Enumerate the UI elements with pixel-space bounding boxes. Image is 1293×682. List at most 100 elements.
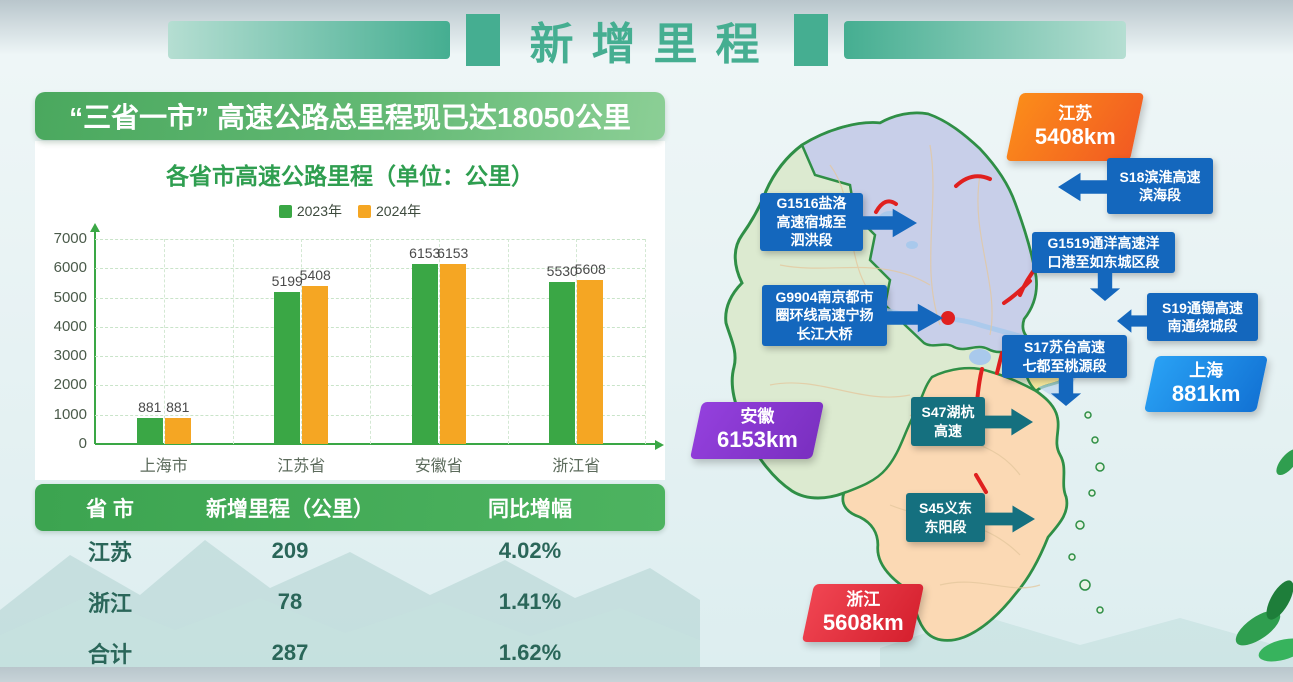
y-axis-tick: 1000 [53, 405, 87, 423]
chart-bar [439, 263, 466, 444]
table-header: 省 市 新增里程（公里） 同比增幅 [35, 484, 665, 531]
x-axis-category-label: 江苏省 [277, 458, 326, 475]
callout-g1519: G1519通洋高速洋 口港至如东城区段 [1032, 232, 1175, 273]
bar-value-label: 6153 [409, 244, 441, 261]
callout-text-line: S47湖杭 [921, 404, 975, 421]
x-axis-line [95, 443, 657, 445]
bar-wrap: 5608 [574, 239, 606, 444]
x-axis-category-label: 安徽省 [414, 458, 463, 475]
callout-text-line: S45义东 [919, 500, 972, 517]
callout-g1516: G1516盐洛 高速宿城至 泗洪段 [760, 193, 863, 251]
badge-zhejiang: 浙江 5608km [801, 584, 925, 642]
callout-text-line: 七都至桃源段 [1022, 357, 1107, 374]
callout-text-line: G9904南京都市 [775, 288, 874, 305]
deco-square-right [793, 14, 828, 66]
background-scenery [0, 448, 1293, 667]
highlight-segment-s18 [954, 174, 992, 188]
highlight-segment-g1516 [874, 199, 898, 214]
bar-value-label: 881 [166, 399, 190, 416]
badge-shanghai: 上海 881km [1144, 356, 1268, 412]
y-axis-labels: 7000 6000 5000 4000 3000 2000 1000 0 [41, 230, 87, 452]
gridline-vertical [163, 239, 165, 444]
bar-wrap: 5530 [547, 239, 578, 444]
table-cell: 江苏 [87, 540, 132, 565]
page-title: 新增里程 [529, 19, 778, 70]
callout-text-line: S18滨淮高速 [1119, 168, 1201, 185]
table-header-cell: 同比增幅 [488, 497, 572, 521]
bar-value-label: 5199 [271, 272, 303, 289]
highlight-segment-s19 [1002, 279, 1032, 305]
legend-item: 2023年 [278, 201, 342, 221]
bar-value-label: 5608 [574, 260, 606, 277]
y-axis-line [94, 231, 96, 444]
table-cell: 1.62% [498, 640, 562, 665]
deco-bar-right [843, 21, 1126, 59]
table-cell: 浙江 [87, 591, 132, 616]
badge-name: 浙江 [846, 589, 880, 609]
gridline-vertical [232, 239, 234, 444]
bar-wrap: 6153 [437, 239, 469, 444]
callout-text-line: 东阳段 [924, 518, 967, 535]
callout-text-line: S19通锡高速 [1162, 299, 1243, 316]
map-panel: 江苏 5408km 上海 881km 安徽 6153km 浙江 5608km S… [680, 85, 1293, 667]
callout-s18: S18滨淮高速 滨海段 [1107, 158, 1213, 214]
gridline-vertical [576, 239, 578, 444]
table-cell: 78 [277, 589, 303, 614]
gridline-vertical [301, 239, 303, 444]
mountain-ridge [0, 595, 700, 667]
y-axis-tick: 2000 [53, 376, 87, 394]
y-axis-tick: 0 [78, 435, 87, 452]
callout-s19: S19通锡高速 南通绕城段 [1147, 293, 1258, 341]
callout-text-line: 圈环线高速宁扬 [775, 307, 874, 324]
table-header-cell: 新增里程（公里） [206, 497, 374, 521]
callout-s45: S45义东 东阳段 [906, 493, 985, 542]
callout-text-line: 口港至如东城区段 [1047, 253, 1160, 270]
badge-name: 江苏 [1058, 103, 1092, 123]
callout-text-line: 长江大桥 [796, 325, 853, 342]
bar-wrap: 5199 [271, 239, 303, 444]
table-row: 浙江 78 1.41% [35, 580, 665, 624]
table-row: 合计 287 1.62% [35, 631, 665, 675]
callout-text-line: S17苏台高速 [1024, 339, 1105, 356]
mileage-table-body: 江苏 209 4.02% 浙江 78 1.41% 合计 287 1.62% [35, 529, 665, 682]
callout-s47: S47湖杭 高速 [911, 397, 985, 446]
bar-value-label: 5408 [299, 266, 331, 283]
x-axis-category-label: 上海市 [139, 458, 188, 475]
bar-group: 5530 5608 浙江省 [508, 239, 646, 475]
chart-bar [549, 282, 576, 444]
callout-text-line: 高速宿城至 [776, 213, 847, 230]
legend-swatch [358, 204, 371, 218]
gridline-vertical [645, 239, 646, 444]
bar-chart-card: 各省市高速公路里程（单位：公里） 2023年 2024年 7000 6000 5000… [35, 141, 665, 480]
nanjing-dot [941, 311, 955, 325]
table-cell: 1.41% [498, 589, 562, 614]
y-axis-tick: 4000 [53, 317, 87, 335]
legend-label: 2023年 [296, 203, 342, 219]
bar-value-label: 6153 [437, 244, 469, 261]
callout-text-line: 泗洪段 [790, 232, 833, 249]
table-cell: 287 [271, 640, 309, 665]
badge-value: 881km [1171, 381, 1241, 406]
badge-value: 5408km [1034, 124, 1116, 149]
badge-jiangsu: 江苏 5408km [1005, 93, 1145, 161]
badge-name: 安徽 [740, 407, 774, 427]
bar-group: 5199 5408 江苏省 [233, 239, 371, 475]
badge-value: 5608km [822, 610, 904, 635]
chart-legend: 2023年 2024年 [35, 201, 665, 221]
bar-group: 881 881 上海市 [95, 239, 233, 475]
badge-anhui: 安徽 6153km [689, 402, 825, 459]
coastal-islands [1068, 411, 1105, 614]
y-axis-tick: 6000 [53, 259, 87, 277]
callout-text-line: 滨海段 [1139, 187, 1181, 203]
badge-name: 上海 [1188, 360, 1223, 380]
chart-title: 各省市高速公路里程（单位：公里） [166, 163, 534, 189]
bar-value-label: 881 [138, 399, 162, 416]
chart-bar [164, 418, 191, 444]
chart-bar [302, 285, 329, 444]
callout-text-line: 南通绕城段 [1167, 318, 1238, 334]
legend-label: 2024年 [376, 203, 422, 219]
bar-wrap: 6153 [409, 239, 441, 444]
gridline-vertical [438, 239, 440, 444]
chart-bar [411, 263, 438, 444]
x-axis-arrow [655, 440, 664, 450]
